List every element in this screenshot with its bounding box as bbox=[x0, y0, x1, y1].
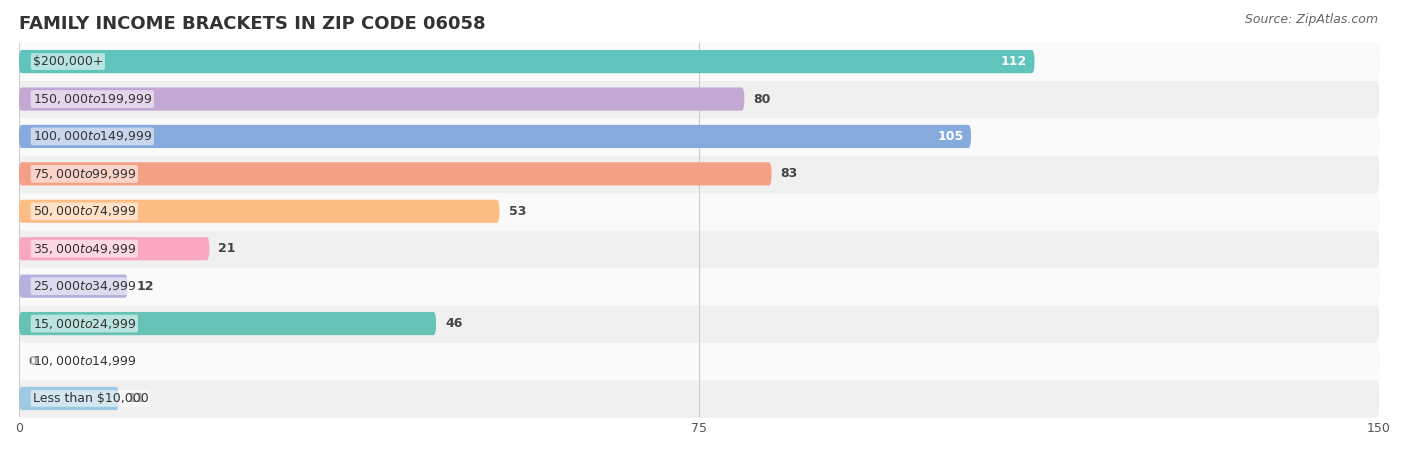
Text: 53: 53 bbox=[509, 205, 526, 218]
FancyBboxPatch shape bbox=[20, 312, 436, 335]
Text: 0: 0 bbox=[28, 355, 37, 368]
Text: $200,000+: $200,000+ bbox=[32, 55, 103, 68]
FancyBboxPatch shape bbox=[20, 274, 128, 298]
FancyBboxPatch shape bbox=[18, 192, 1379, 231]
Text: Less than $10,000: Less than $10,000 bbox=[32, 392, 149, 405]
FancyBboxPatch shape bbox=[18, 304, 1379, 343]
Text: $100,000 to $149,999: $100,000 to $149,999 bbox=[32, 130, 152, 144]
FancyBboxPatch shape bbox=[18, 342, 1379, 380]
Text: 83: 83 bbox=[780, 167, 797, 180]
Text: 80: 80 bbox=[754, 93, 770, 106]
FancyBboxPatch shape bbox=[18, 379, 1379, 418]
FancyBboxPatch shape bbox=[20, 87, 744, 111]
Text: 46: 46 bbox=[446, 317, 463, 330]
FancyBboxPatch shape bbox=[20, 200, 499, 223]
Text: $75,000 to $99,999: $75,000 to $99,999 bbox=[32, 167, 136, 181]
FancyBboxPatch shape bbox=[20, 387, 118, 410]
FancyBboxPatch shape bbox=[18, 117, 1379, 156]
Text: $35,000 to $49,999: $35,000 to $49,999 bbox=[32, 242, 136, 256]
Text: FAMILY INCOME BRACKETS IN ZIP CODE 06058: FAMILY INCOME BRACKETS IN ZIP CODE 06058 bbox=[20, 15, 485, 33]
FancyBboxPatch shape bbox=[18, 267, 1379, 306]
Text: $25,000 to $34,999: $25,000 to $34,999 bbox=[32, 279, 136, 293]
Text: 21: 21 bbox=[218, 242, 236, 255]
Text: Source: ZipAtlas.com: Source: ZipAtlas.com bbox=[1244, 14, 1378, 27]
Text: $150,000 to $199,999: $150,000 to $199,999 bbox=[32, 92, 152, 106]
FancyBboxPatch shape bbox=[18, 80, 1379, 118]
Text: 105: 105 bbox=[938, 130, 963, 143]
FancyBboxPatch shape bbox=[18, 42, 1379, 81]
FancyBboxPatch shape bbox=[20, 50, 1035, 73]
FancyBboxPatch shape bbox=[18, 154, 1379, 194]
Text: 112: 112 bbox=[1001, 55, 1028, 68]
Text: $10,000 to $14,999: $10,000 to $14,999 bbox=[32, 354, 136, 368]
FancyBboxPatch shape bbox=[20, 162, 772, 185]
Text: $15,000 to $24,999: $15,000 to $24,999 bbox=[32, 317, 136, 331]
FancyBboxPatch shape bbox=[20, 237, 209, 261]
Text: 11: 11 bbox=[128, 392, 145, 405]
Text: $50,000 to $74,999: $50,000 to $74,999 bbox=[32, 204, 136, 218]
FancyBboxPatch shape bbox=[20, 125, 972, 148]
FancyBboxPatch shape bbox=[18, 229, 1379, 268]
Text: 12: 12 bbox=[136, 279, 155, 292]
